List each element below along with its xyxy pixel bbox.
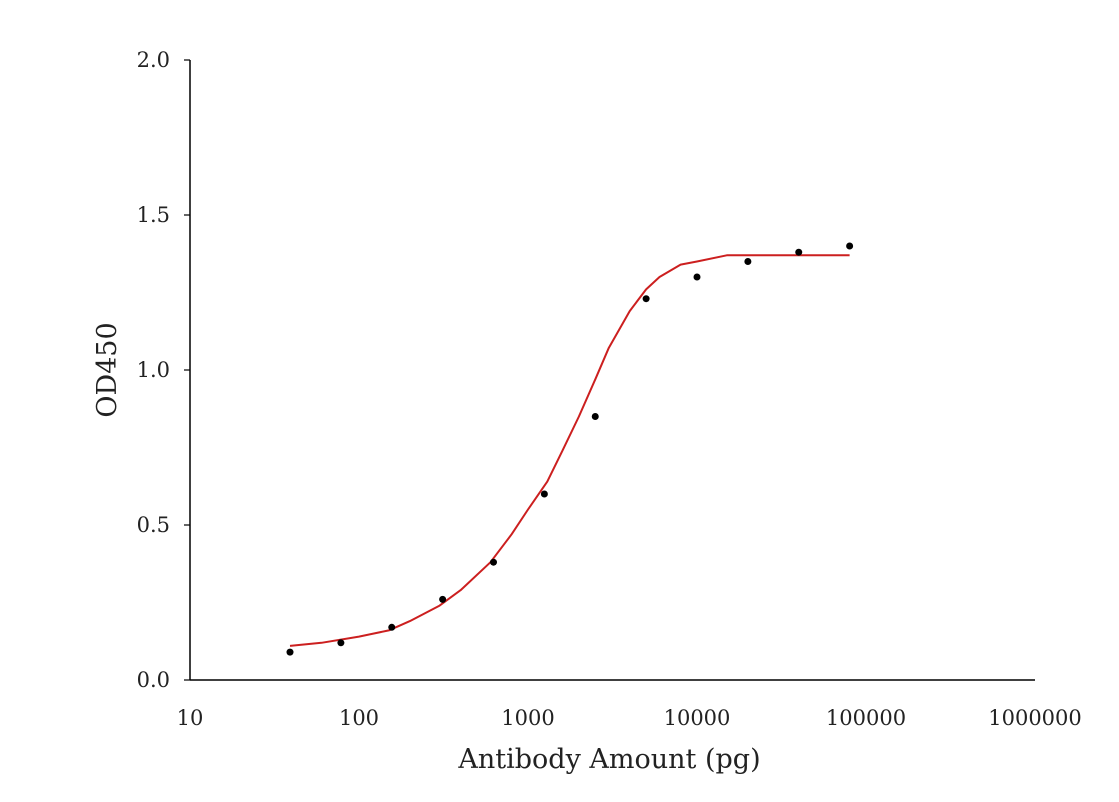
axes: [189, 60, 1035, 681]
x-tick-label: 100000: [826, 706, 906, 730]
data-point: [591, 413, 599, 420]
y-tick-label: 1.0: [137, 358, 170, 382]
data-point: [795, 248, 803, 256]
data-point: [388, 623, 396, 631]
data-point: [286, 648, 294, 656]
y-tick-label: 0.0: [137, 668, 170, 692]
x-tick-label: 1000000: [988, 706, 1082, 730]
fit-curve-layer: [289, 254, 850, 647]
x-tick-label: 1000: [501, 706, 554, 730]
y-tick-label: 0.5: [137, 513, 170, 537]
x-tick-label: 10: [177, 706, 204, 730]
data-point: [337, 639, 345, 647]
data-points: [286, 242, 854, 656]
y-axis-title: OD450: [92, 322, 123, 417]
tick-labels: 0.0 0.5 1.0 1.5 2.0 10 100 1000 10000 100000 10000…: [137, 48, 1082, 730]
x-axis-title: Antibody Amount (pg): [457, 744, 760, 775]
data-point: [439, 595, 447, 603]
y-tick-label: 2.0: [137, 48, 170, 72]
y-tick-label: 1.5: [137, 203, 170, 227]
data-point: [490, 558, 498, 566]
data-point: [846, 242, 854, 250]
x-tick-label: 10000: [664, 706, 731, 730]
data-point: [642, 295, 650, 303]
fit-curve: [289, 254, 850, 647]
data-point: [744, 258, 752, 265]
data-point: [540, 490, 548, 498]
x-tick-label: 100: [339, 706, 379, 730]
data-point: [693, 273, 701, 281]
